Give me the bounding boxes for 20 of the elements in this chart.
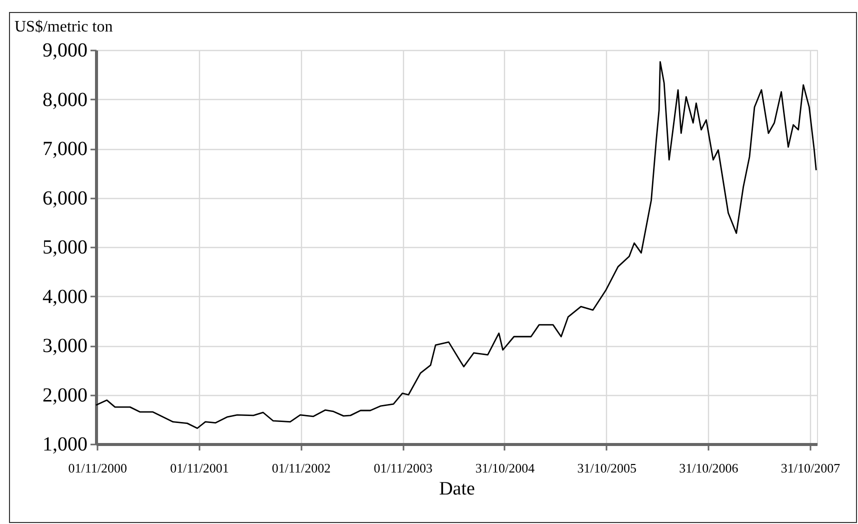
x-tick-label: 01/11/2002 (272, 460, 331, 476)
x-tick-label: 01/11/2000 (68, 460, 127, 476)
x-tick-label: 31/10/2004 (475, 460, 536, 476)
x-tick-label: 01/11/2003 (374, 460, 433, 476)
x-axis-title: Date (439, 478, 475, 500)
x-tick-label: 01/11/2001 (170, 460, 229, 476)
y-tick-label: 2,000 (42, 384, 88, 406)
x-tick-label: 31/10/2007 (780, 460, 841, 476)
y-tick-label: 1,000 (42, 434, 88, 456)
y-tick-label: 3,000 (42, 335, 88, 357)
y-tick-label: 7,000 (42, 138, 88, 160)
y-tick-label: 6,000 (42, 187, 88, 210)
x-tick-label: 31/10/2006 (679, 460, 739, 476)
y-tick-label: 5,000 (42, 236, 88, 258)
y-tick-label: 9,000 (42, 40, 88, 62)
y-axis-title: US$/metric ton (14, 18, 113, 36)
x-tick-label: 31/10/2005 (577, 460, 636, 476)
line-series (95, 61, 817, 429)
y-tick-label: 8,000 (42, 88, 88, 111)
y-tick-label: 4,000 (42, 286, 88, 308)
